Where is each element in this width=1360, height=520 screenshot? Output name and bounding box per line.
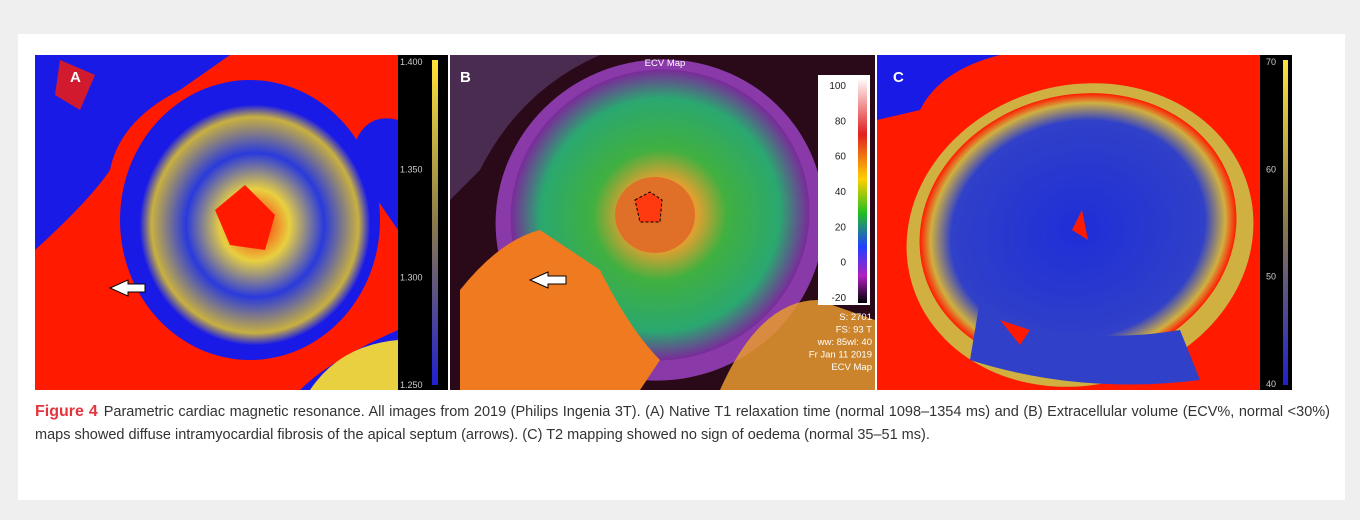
overlay-text: ECV Map: [831, 362, 872, 373]
colorbar-tick-label: 60: [835, 152, 847, 163]
caption-label: Figure 4: [35, 403, 98, 420]
colorbar-tick-label: 70: [1266, 57, 1276, 67]
caption-text: Parametric cardiac magnetic resonance. A…: [35, 404, 1330, 443]
colorbar-tick-label: 60: [1266, 164, 1276, 174]
panel-label: A: [70, 69, 81, 86]
panel-c-image: [872, 45, 1292, 400]
overlay-text: ww: 85wl: 40: [817, 337, 872, 348]
colorbar-tick-label: 1.300: [400, 272, 423, 282]
colorbar-tick-label: 1.350: [400, 165, 423, 175]
panel-title: ECV Map: [645, 58, 686, 69]
page: A 1.400 1.350 1.300 1.250 B 100 80 60 40 20 0 -20 ECV…: [0, 0, 1360, 520]
colorbar-tick-label: 100: [829, 81, 846, 92]
colorbar-tick-label: 40: [1266, 379, 1276, 389]
overlay-text: S: 2701: [839, 312, 872, 323]
colorbar-tick-label: 40: [835, 187, 847, 198]
panel-label: B: [460, 69, 471, 86]
figure-images: A 1.400 1.350 1.300 1.250 B 100 80 60 40 20 0 -20 ECV…: [0, 0, 1360, 400]
panel-label: C: [893, 69, 904, 86]
colorbar-tick-label: 1.400: [400, 57, 423, 67]
panel-b-image: [450, 13, 875, 400]
panel-a-image: [35, 55, 448, 390]
colorbar-tick-label: 0: [840, 258, 846, 269]
colorbar-tick-label: -20: [832, 293, 847, 304]
colorbar-tick-label: 1.250: [400, 380, 423, 390]
overlay-text: Fr Jan 11 2019: [809, 350, 872, 361]
colorbar-tick-label: 80: [835, 116, 847, 127]
colorbar-tick-label: 50: [1266, 272, 1276, 282]
overlay-text: FS: 93 T: [836, 325, 872, 336]
colorbar-tick-label: 20: [835, 222, 847, 233]
